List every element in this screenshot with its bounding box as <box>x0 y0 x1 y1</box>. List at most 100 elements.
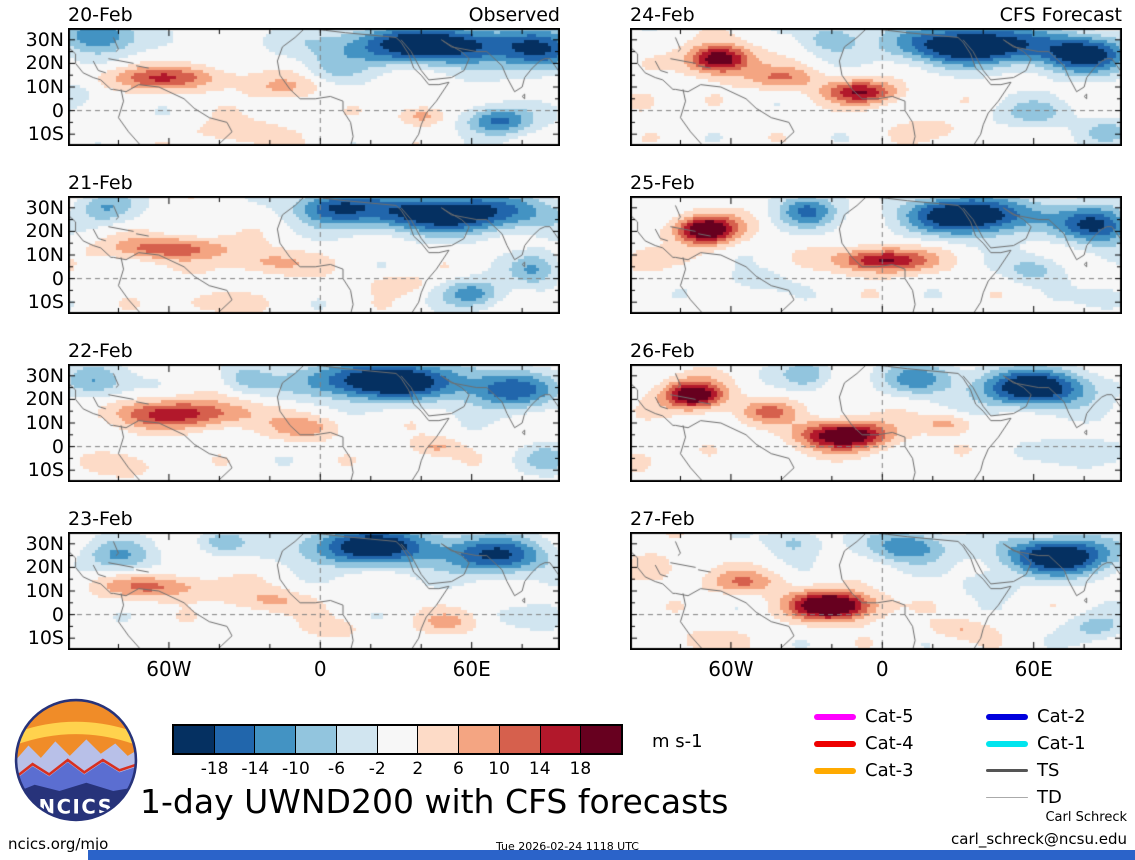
panel-header: 22-Feb <box>68 340 560 362</box>
page-title: 1-day UWND200 with CFS forecasts <box>140 782 729 821</box>
colorbar-segment <box>174 726 215 753</box>
legend-line <box>986 769 1028 772</box>
colorbar-ticks: -18 -14 -10 -6 -2 2 6 10 14 18 <box>172 759 623 779</box>
legend-label: Cat-5 <box>865 706 914 727</box>
colorbar-segment <box>377 726 419 753</box>
legend-line <box>814 740 856 747</box>
map-canvas-27-feb <box>630 532 1122 650</box>
colorbar-segment <box>336 726 378 753</box>
colorbar-segment <box>255 726 297 753</box>
footer-credit-name: Carl Schreck <box>1045 810 1127 825</box>
legend-line <box>986 796 1028 799</box>
legend-label: Cat-3 <box>865 760 914 781</box>
legend-line <box>986 713 1028 720</box>
colorbar-tick-label: 2 <box>412 759 424 779</box>
y-axis: 30N 20N 10N 0 10S <box>12 532 64 650</box>
y-axis-label: 10N <box>25 580 64 602</box>
y-axis-label: 0 <box>51 267 64 290</box>
footer-timestamp: Tue 2026-02-24 1118 UTC <box>495 840 639 853</box>
legend-column-1: Cat-5 Cat-4 Cat-3 <box>814 703 914 784</box>
ncics-logo: NCICS <box>14 698 138 826</box>
panel-header: 23-Feb <box>68 508 560 530</box>
map-canvas-22-feb <box>68 364 560 482</box>
y-axis-label: 10N <box>25 412 64 434</box>
y-axis: 30N 20N 10N 0 10S <box>12 364 64 482</box>
colorbar-segment <box>540 726 582 753</box>
y-axis-label: 20N <box>25 52 64 75</box>
y-axis-label: 10N <box>25 76 64 98</box>
legend-item-td: TD <box>986 784 1086 811</box>
map-canvas-24-feb <box>630 28 1122 146</box>
panel-header: 25-Feb <box>630 172 1122 194</box>
legend-label: TS <box>1037 760 1060 781</box>
y-axis: 30N 20N 10N 0 10S <box>12 28 64 146</box>
y-axis-label: 30N <box>25 28 64 51</box>
colorbar <box>172 724 623 755</box>
x-axis: 60W 0 60E <box>630 655 1122 681</box>
column-heading-forecast: CFS Forecast <box>999 4 1122 26</box>
panel-date: 20-Feb <box>68 4 133 26</box>
y-axis-label: 0 <box>51 603 64 626</box>
colorbar-tick-label: -6 <box>328 759 346 779</box>
panel-date: 24-Feb <box>630 4 695 26</box>
logo-text: NCICS <box>39 796 114 819</box>
x-axis-label: 60W <box>708 657 754 681</box>
panel-header: 27-Feb <box>630 508 1122 530</box>
panel-date: 21-Feb <box>68 172 133 194</box>
y-axis-label: 20N <box>25 388 64 411</box>
colorbar-tick-label: -14 <box>241 759 270 779</box>
x-axis-label: 60E <box>452 657 491 681</box>
panel-header: 24-Feb CFS Forecast <box>630 4 1122 26</box>
colorbar-tick-label: 6 <box>453 759 464 779</box>
map-canvas-20-feb <box>68 28 560 146</box>
legend-column-2: Cat-2 Cat-1 TS TD <box>986 703 1086 811</box>
panel-header: 21-Feb <box>68 172 560 194</box>
map-canvas-25-feb <box>630 196 1122 314</box>
colorbar-tick-label: 18 <box>569 759 592 779</box>
colorbar-segment <box>214 726 256 753</box>
map-canvas-21-feb <box>68 196 560 314</box>
legend-item-cat-4: Cat-4 <box>814 730 914 757</box>
y-axis-label: 30N <box>25 196 64 219</box>
legend-item-cat-2: Cat-2 <box>986 703 1086 730</box>
y-axis-label: 10S <box>27 291 64 314</box>
y-axis: 30N 20N 10N 0 10S <box>12 196 64 314</box>
colorbar-tick-label: -2 <box>368 759 386 779</box>
y-axis-label: 0 <box>51 435 64 458</box>
legend-label: Cat-4 <box>865 733 914 754</box>
legend-line <box>814 767 856 774</box>
x-axis-label: 0 <box>875 657 889 681</box>
column-heading-observed: Observed <box>468 4 560 26</box>
colorbar-segment <box>581 726 622 753</box>
y-axis-label: 10N <box>25 244 64 266</box>
panel-date: 22-Feb <box>68 340 133 362</box>
y-axis-label: 30N <box>25 364 64 387</box>
x-axis-label: 60W <box>146 657 192 681</box>
y-axis-label: 30N <box>25 532 64 555</box>
colorbar-tick-label: -10 <box>282 759 310 779</box>
y-axis-label: 10S <box>27 459 64 482</box>
y-axis-label: 20N <box>25 220 64 243</box>
legend-item-cat-5: Cat-5 <box>814 703 914 730</box>
footer-site-link[interactable]: ncics.org/mjo <box>8 835 109 853</box>
panel-date: 27-Feb <box>630 508 695 530</box>
y-axis-label: 10S <box>27 123 64 146</box>
legend-label: Cat-1 <box>1037 733 1086 754</box>
colorbar-tick-label: -18 <box>200 759 229 779</box>
y-axis-label: 0 <box>51 99 64 122</box>
colorbar-tick-label: 14 <box>528 759 551 779</box>
map-canvas-23-feb <box>68 532 560 650</box>
colorbar-segment <box>459 726 500 753</box>
panel-header: 20-Feb Observed <box>68 4 560 26</box>
colorbar-units: m s-1 <box>652 731 703 752</box>
footer-credit-email[interactable]: carl_schreck@ncsu.edu <box>951 830 1127 848</box>
legend-label: Cat-2 <box>1037 706 1086 727</box>
y-axis-label: 10S <box>27 627 64 650</box>
legend-item-cat-3: Cat-3 <box>814 757 914 784</box>
legend-line <box>814 713 856 720</box>
x-axis-label: 60E <box>1014 657 1053 681</box>
panel-header: 26-Feb <box>630 340 1122 362</box>
colorbar-segment <box>418 726 460 753</box>
ncics-logo-graphic: NCICS <box>14 698 138 822</box>
